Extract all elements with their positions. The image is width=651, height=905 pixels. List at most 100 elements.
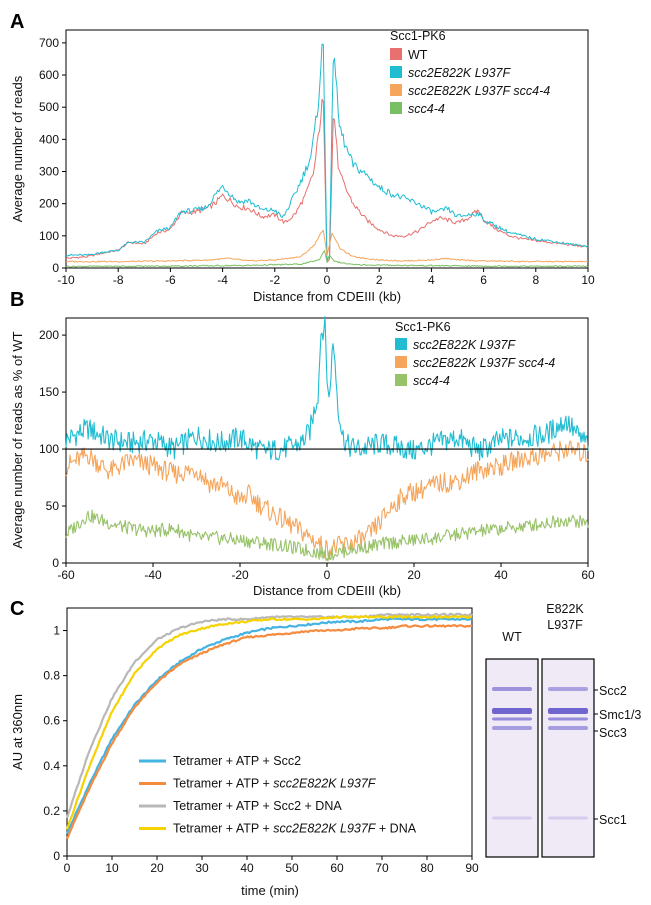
x-tick-label: 80 xyxy=(420,861,434,875)
chart-b-xlabel: Distance from CDEIII (kb) xyxy=(253,583,401,598)
gel-band-label-scc2: Scc2 xyxy=(599,684,627,698)
x-tick-label: -20 xyxy=(231,568,249,582)
chart-b-ylabel: Average number of reads as % of WT xyxy=(10,331,25,548)
legend-swatch-2 xyxy=(390,66,402,78)
legend-swatch-1 xyxy=(390,48,402,60)
x-tick-label: 20 xyxy=(150,861,164,875)
gel-band xyxy=(548,708,588,714)
x-tick-label: 40 xyxy=(494,568,508,582)
y-tick-label: 0 xyxy=(52,261,59,275)
y-tick-label: 600 xyxy=(39,68,59,82)
legend-swatch-3 xyxy=(390,84,402,96)
legend-swatch-1 xyxy=(395,338,407,350)
legend-label-4: Tetramer + ATP + scc2E822K L937F + DNA xyxy=(173,822,417,836)
y-tick-label: 0 xyxy=(53,849,60,863)
legend-label-1: WT xyxy=(408,48,428,62)
legend-label-3: Tetramer + ATP + Scc2 + DNA xyxy=(173,799,342,813)
gel-lane-mutant xyxy=(541,658,595,858)
legend-label-1: scc2E822K L937F xyxy=(413,338,517,352)
gel-band xyxy=(492,708,532,714)
gel-band xyxy=(492,726,532,730)
legend-label-prefix: Tetramer + ATP + xyxy=(173,822,273,836)
x-tick-label: 0 xyxy=(324,568,331,582)
x-tick-label: -2 xyxy=(269,273,280,287)
x-tick-label: 50 xyxy=(285,861,299,875)
gel-band xyxy=(548,717,588,721)
chart-a-xlabel: Distance from CDEIII (kb) xyxy=(253,289,401,304)
gel-band xyxy=(492,687,532,691)
legend-swatch-3 xyxy=(395,374,407,386)
gel-lane-label-wt: WT xyxy=(502,630,522,644)
chart-c-ylabel: AU at 360nm xyxy=(10,694,25,770)
legend-swatch-2 xyxy=(395,356,407,368)
gel-lane-label-mutant-2: L937F xyxy=(547,618,583,632)
legend-label-prefix: Tetramer + ATP + Scc2 + DNA xyxy=(173,799,342,813)
x-tick-label: 0 xyxy=(64,861,71,875)
x-tick-label: 10 xyxy=(581,273,595,287)
chart-b: -60 -40 -20 0 20 40 60 0 50 100 150 200 Distance f… xyxy=(10,316,595,598)
legend-label-italic: scc2E822K L937F xyxy=(273,822,377,836)
y-tick-label: 300 xyxy=(39,165,59,179)
chart-c-xlabel: time (min) xyxy=(241,883,299,898)
gel-band-label-scc3: Scc3 xyxy=(599,726,627,740)
y-tick-label: 400 xyxy=(39,132,59,146)
y-tick-label: 0 xyxy=(52,556,59,570)
gel-band-label-smc13: Smc1/3 xyxy=(599,708,641,722)
panel-label-c: C xyxy=(10,598,24,620)
x-tick-label: -8 xyxy=(113,273,124,287)
chart-a: -10 -8 -6 -4 -2 0 2 4 6 8 10 0 100 200 300 400 500 600 70… xyxy=(10,29,595,304)
panel-label-a: A xyxy=(10,11,24,33)
x-tick-label: 60 xyxy=(581,568,595,582)
gel-lane-label-mutant-1: E822K xyxy=(546,602,584,616)
series-line-4 xyxy=(65,615,473,830)
legend-label-1: Tetramer + ATP + Scc2 xyxy=(173,754,301,768)
x-tick-label: 20 xyxy=(407,568,421,582)
x-tick-label: 4 xyxy=(428,273,435,287)
y-tick-label: 500 xyxy=(39,100,59,114)
y-tick-label: 1 xyxy=(53,624,60,638)
gel-band xyxy=(548,726,588,730)
panel-label-b: B xyxy=(10,289,24,311)
legend-label-italic: scc2E822K L937F xyxy=(273,777,377,791)
series-line-1 xyxy=(65,316,589,461)
chart-a-legend-title: Scc1-PK6 xyxy=(390,29,446,43)
y-tick-label: 200 xyxy=(39,328,59,342)
gel-band xyxy=(548,687,588,691)
x-tick-label: 0 xyxy=(324,273,331,287)
gel-band xyxy=(492,717,532,721)
x-tick-label: -40 xyxy=(144,568,162,582)
gel-band xyxy=(548,816,588,820)
y-tick-label: 0.8 xyxy=(43,669,60,683)
series-line-2 xyxy=(65,440,589,560)
legend-label-prefix: Tetramer + ATP + xyxy=(173,777,273,791)
y-tick-label: 150 xyxy=(39,385,59,399)
y-tick-label: 0.4 xyxy=(43,759,60,773)
x-tick-label: -60 xyxy=(57,568,75,582)
legend-label-2: scc2E822K L937F scc4-4 xyxy=(413,356,555,370)
chart-a-legend: Scc1-PK6 WT scc2E822K L937F scc2E822K L937… xyxy=(390,29,550,116)
legend-label-prefix: Tetramer + ATP + Scc2 xyxy=(173,754,301,768)
series-line-3 xyxy=(65,229,589,263)
y-tick-label: 700 xyxy=(39,36,59,50)
series-line-4 xyxy=(65,250,589,268)
chart-c-legend: Tetramer + ATP + Scc2 Tetramer + ATP + sc… xyxy=(139,754,417,836)
chart-b-legend-title: Scc1-PK6 xyxy=(395,320,451,334)
chart-c: 0 10 20 30 40 50 60 70 80 90 0 0.2 0.4 0.6 0.8 1 time … xyxy=(10,607,479,898)
y-tick-label: 200 xyxy=(39,197,59,211)
series-line-2 xyxy=(65,624,473,840)
x-tick-label: 2 xyxy=(376,273,383,287)
y-tick-label: 100 xyxy=(39,442,59,456)
legend-label-3: scc4-4 xyxy=(413,374,450,388)
x-tick-label: 60 xyxy=(330,861,344,875)
x-tick-label: 70 xyxy=(375,861,389,875)
legend-label-4: scc4-4 xyxy=(408,102,445,116)
gel-band-label-scc1: Scc1 xyxy=(599,813,627,827)
legend-label-2: scc2E822K L937F xyxy=(408,66,512,80)
series-line-1 xyxy=(65,617,473,835)
legend-swatch-4 xyxy=(390,102,402,114)
y-tick-label: 100 xyxy=(39,229,59,243)
x-tick-label: 10 xyxy=(105,861,119,875)
y-tick-label: 0.6 xyxy=(43,714,60,728)
y-tick-label: 0.2 xyxy=(43,804,60,818)
